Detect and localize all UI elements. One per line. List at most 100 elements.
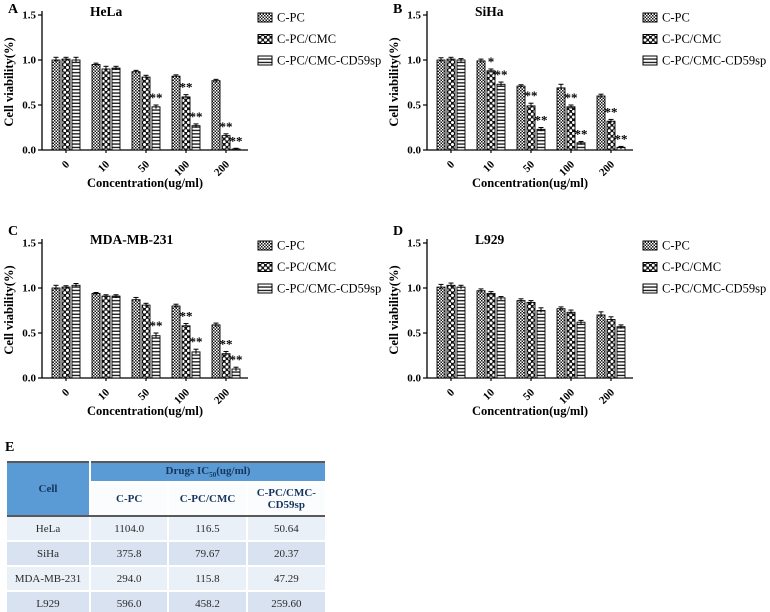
significance-label: **: [615, 131, 628, 146]
y-tick-label: 0.5: [407, 328, 421, 340]
legend-label: C-PC/CMC-CD59sp: [662, 282, 766, 296]
bar: [446, 58, 456, 151]
table-header-cell: Cell: [7, 462, 91, 517]
cell-name: SiHa: [7, 541, 91, 567]
bar: [476, 60, 486, 151]
x-tick-label: 10: [96, 158, 113, 175]
y-tick-label: 0.5: [407, 100, 421, 112]
x-axis-title: Concentration(ug/ml): [87, 404, 203, 418]
x-tick-label: 10: [481, 386, 498, 403]
bar: [101, 295, 111, 379]
significance-label: **: [220, 336, 233, 351]
bar: [616, 326, 626, 379]
bar: [131, 71, 141, 151]
legend-label: C-PC/CMC-CD59sp: [277, 54, 381, 68]
bar: [191, 351, 201, 379]
significance-label: **: [230, 133, 243, 148]
legend-label: C-PC/CMC: [277, 32, 336, 46]
table-row-l929: L929 596.0 458.2 259.60: [7, 591, 325, 612]
panel-letter-e: E: [5, 440, 15, 455]
ic50-value: 50.64: [246, 516, 325, 542]
y-axis-title: Cell viability(%): [2, 265, 16, 354]
y-tick-label: 0.0: [22, 145, 36, 157]
y-tick-label: 1.5: [407, 238, 421, 250]
bar: [456, 286, 466, 379]
legend-swatch-hstripes: [642, 55, 658, 66]
legend-label: C-PC/CMC: [662, 260, 721, 274]
table-header-drugs: Drugs IC50(ug/ml): [90, 462, 325, 483]
bar: [496, 297, 506, 379]
y-tick-label: 1.5: [22, 238, 36, 250]
bar: [606, 319, 616, 379]
legend-swatch-dots: [257, 34, 273, 44]
bar: [456, 59, 466, 151]
table-colhdr-cpccmc: C-PC/CMC: [168, 482, 248, 517]
bar: [51, 287, 61, 379]
legend-swatch-hstripes: [642, 283, 658, 294]
bar-chart-siha: 0.0 0.5 1.0 1.5 SiHa Cell viability(%) Concent…: [387, 4, 766, 190]
bar: [71, 284, 81, 379]
panel-letter-a: A: [8, 2, 19, 17]
x-tick-label: 200: [212, 386, 233, 407]
chart-title: L929: [475, 232, 505, 247]
y-tick-label: 1.5: [22, 10, 36, 22]
bar: [446, 284, 456, 379]
bar: [91, 292, 101, 379]
y-tick-label: 0.0: [407, 373, 421, 385]
ic50-value: 596.0: [90, 591, 170, 612]
cell-name: MDA-MB-231: [7, 566, 91, 592]
ic50-value: 47.29: [246, 566, 325, 592]
bar: [71, 59, 81, 151]
significance-label: **: [150, 90, 163, 105]
significance-label: **: [525, 88, 538, 103]
chart-panel-siha: 0.0 0.5 1.0 1.5 SiHa Cell viability(%) Concent…: [385, 0, 770, 200]
table-colhdr-cpccmccd59sp: C-PC/CMC-CD59sp: [246, 482, 325, 517]
y-tick-label: 0.0: [22, 373, 36, 385]
ic50-table-section: Cell Drugs IC50(ug/ml) C-PC C-PC/CMC C-P…: [7, 461, 325, 612]
x-tick-label: 50: [136, 158, 153, 175]
x-axis-title: Concentration(ug/ml): [472, 176, 588, 190]
x-tick-label: 10: [481, 158, 498, 175]
x-axis-title: Concentration(ug/ml): [472, 404, 588, 418]
chart-panel-l929: 0.0 0.5 1.0 1.5 L929 Cell viability(%) Concent…: [385, 200, 770, 430]
ic50-value: 259.60: [246, 591, 325, 612]
y-axis-title: Cell viability(%): [387, 37, 401, 126]
bar: [51, 59, 61, 151]
bar: [111, 295, 121, 379]
table-row-hela: HeLa 1104.0 116.5 50.64: [7, 516, 325, 542]
significance-label: **: [180, 80, 193, 95]
x-tick-label: 50: [521, 158, 538, 175]
legend-swatch-stipple: [257, 240, 273, 251]
legend-label: C-PC/CMC: [277, 260, 336, 274]
y-tick-label: 1.0: [22, 55, 36, 67]
bar: [101, 68, 111, 151]
legend-swatch-stipple: [642, 12, 658, 23]
panel-letter-d: D: [393, 224, 404, 239]
legend-swatch-hstripes: [257, 55, 273, 66]
x-tick-label: 0: [445, 386, 458, 399]
x-tick-label: 200: [597, 386, 618, 407]
ic50-value: 1104.0: [90, 516, 170, 542]
x-tick-label: 50: [521, 386, 538, 403]
x-tick-label: 200: [597, 158, 618, 179]
chart-title: MDA-MB-231: [90, 232, 173, 247]
bar: [131, 299, 141, 379]
legend-swatch-stipple: [257, 12, 273, 23]
bar: [61, 58, 71, 151]
drugs-label-subscript: 50: [209, 471, 217, 480]
panel-letter-b: B: [393, 2, 403, 17]
chart-group: 0.0 0.5 1.0 1.5 MDA-MB-231 Cell viability(%) C…: [2, 232, 381, 418]
bar: [91, 64, 101, 151]
bar: [111, 67, 121, 151]
x-tick-label: 0: [60, 386, 73, 399]
table-row-mdamb231: MDA-MB-231 294.0 115.8 47.29: [7, 566, 325, 592]
legend-label: C-PC: [277, 11, 305, 25]
legend-label: C-PC: [277, 239, 305, 253]
panel-letter-c: C: [8, 224, 19, 239]
cell-name: HeLa: [7, 516, 91, 542]
y-tick-label: 0.5: [22, 328, 36, 340]
bar: [141, 304, 151, 379]
legend-swatch-hstripes: [257, 283, 273, 294]
bar: [496, 83, 506, 151]
